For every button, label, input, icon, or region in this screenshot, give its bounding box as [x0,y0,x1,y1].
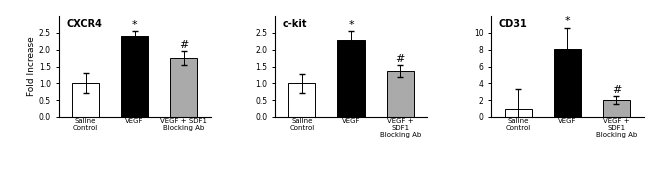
Text: #: # [395,54,405,64]
Text: *: * [348,20,354,30]
Bar [289,83,315,117]
Bar [387,71,413,117]
Text: c-kit: c-kit [283,19,307,29]
Text: #: # [179,40,188,50]
Bar [603,100,630,117]
Y-axis label: Fold Increase: Fold Increase [27,37,36,96]
Bar [121,36,148,117]
Text: *: * [132,20,138,30]
Text: *: * [564,16,570,26]
Bar [337,40,365,117]
Bar [504,109,532,117]
Bar [72,83,99,117]
Text: CD31: CD31 [499,19,528,29]
Bar [554,49,581,117]
Bar [170,58,198,117]
Text: CXCR4: CXCR4 [66,19,102,29]
Text: #: # [612,85,621,95]
